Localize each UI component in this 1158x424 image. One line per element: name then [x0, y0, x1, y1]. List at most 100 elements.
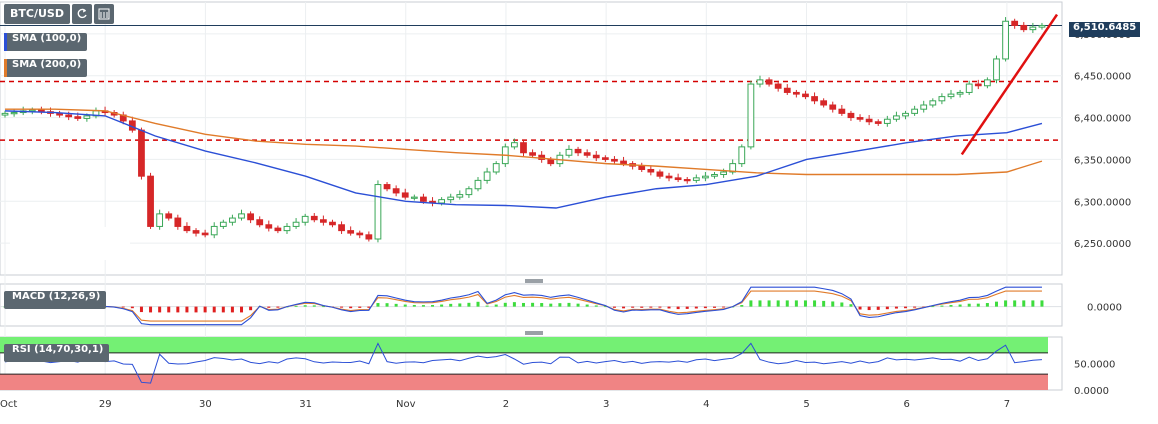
time-tick-label: 30: [199, 399, 212, 410]
calendar-grid-icon[interactable]: [93, 4, 114, 24]
macd-histogram-bar: [121, 306, 125, 308]
time-tick-label: Nov: [396, 399, 416, 410]
price-tick-label: 6,250.0000: [1074, 239, 1131, 250]
candle-body: [1002, 20, 1009, 60]
macd-histogram-bar: [440, 304, 444, 307]
macd-histogram-bar: [531, 302, 535, 307]
macd-histogram-bar: [931, 306, 935, 308]
candle-body: [838, 108, 846, 114]
candle-body: [738, 146, 746, 165]
macd-histogram-bar: [412, 305, 416, 307]
macd-histogram-bar: [967, 303, 971, 307]
candle-body: [829, 104, 837, 110]
sma100-legend[interactable]: SMA (100,0): [4, 33, 88, 51]
candle-body: [893, 115, 900, 120]
macd-histogram-bar: [485, 305, 489, 307]
candle-body: [474, 179, 482, 190]
price-tick-label: 6,450.0000: [1074, 72, 1131, 83]
macd-legend[interactable]: MACD (12,26,9): [4, 291, 107, 309]
macd-histogram-bar: [567, 302, 571, 307]
macd-histogram-bar: [149, 306, 153, 313]
candle-body: [174, 217, 182, 227]
macd-tick-label: 0.0000: [1087, 303, 1122, 314]
price-panel-frame: [0, 1, 1063, 276]
candle-body: [747, 83, 755, 148]
macd-panel-frame: [0, 283, 1063, 327]
macd-signal-line: [4, 290, 1042, 322]
candle-body: [210, 225, 218, 236]
candle-body: [1011, 20, 1019, 26]
macd-histogram-bar: [1040, 300, 1044, 307]
macd-histogram-bar: [194, 306, 198, 313]
macd-histogram-bar: [785, 300, 789, 307]
candle-body: [256, 219, 264, 226]
macd-histogram-bar: [512, 302, 516, 307]
candle-body: [219, 221, 227, 227]
candle-body: [811, 96, 818, 102]
sma100-line: [4, 110, 1043, 209]
candle-body: [711, 174, 718, 177]
candle-body: [447, 196, 455, 201]
macd-histogram-bar: [940, 305, 944, 307]
macd-histogram-bar: [1022, 300, 1026, 307]
candle-body: [465, 188, 473, 196]
macd-histogram-bar: [467, 302, 471, 307]
candle-body: [1029, 26, 1037, 31]
time-tick-label: Oct: [0, 399, 17, 410]
macd-histogram-bar: [813, 300, 817, 307]
candle-body: [365, 234, 373, 240]
macd-histogram-bar: [994, 301, 998, 307]
candle-body: [574, 148, 582, 154]
candle-body: [138, 129, 145, 177]
candle-body: [947, 93, 955, 98]
candle-body: [765, 79, 773, 85]
candle-body: [865, 118, 873, 123]
candle-body: [347, 230, 355, 234]
macd-histogram-bar: [312, 305, 316, 307]
macd-histogram-bar: [958, 304, 962, 307]
rsi-resize-handle[interactable]: [525, 331, 543, 335]
macd-histogram-bar: [167, 306, 171, 313]
candle-body: [520, 142, 527, 154]
symbol-button[interactable]: BTC/USD: [4, 4, 70, 24]
macd-histogram-bar: [394, 303, 398, 307]
macd-histogram-bar: [758, 300, 762, 307]
time-tick-label: 29: [99, 399, 112, 410]
candle-body: [420, 196, 427, 202]
time-tick-label: 5: [803, 399, 809, 410]
macd-histogram-bar: [249, 306, 253, 311]
axes: 6,500.00006,450.00006,400.00006,350.0000…: [0, 30, 1131, 410]
candle-body: [692, 177, 700, 181]
macd-histogram-bar: [540, 303, 544, 307]
macd-histogram-bar: [676, 306, 680, 310]
macd-histogram-bar: [176, 306, 180, 313]
time-tick-label: 3: [603, 399, 609, 410]
refresh-icon[interactable]: [71, 4, 92, 24]
macd-histogram-bar: [458, 303, 462, 307]
macd-histogram-bar: [1013, 300, 1017, 307]
time-tick-label: 6: [904, 399, 910, 410]
macd-histogram-bar: [685, 306, 689, 309]
candle-body: [374, 184, 382, 240]
macd-histogram-bar: [130, 306, 134, 309]
candle-body: [529, 152, 536, 156]
macd-histogram-bar: [594, 305, 598, 307]
candle-body: [720, 171, 727, 176]
time-tick-label: 2: [503, 399, 509, 410]
macd-histogram-bar: [876, 306, 880, 310]
macd-histogram-bar: [376, 303, 380, 307]
candle-body: [974, 83, 982, 87]
candle-body: [1038, 24, 1046, 28]
candle-body: [74, 116, 82, 119]
sma200-legend[interactable]: SMA (200,0): [4, 59, 88, 77]
macd-resize-handle[interactable]: [525, 279, 543, 283]
candle-body: [310, 215, 318, 221]
macd-histogram-bar: [904, 306, 908, 309]
rsi-panel: [0, 337, 1048, 390]
macd-histogram-bar: [640, 306, 644, 308]
macd-histogram-bar: [494, 304, 498, 307]
candle-body: [938, 96, 946, 102]
candle-body: [583, 152, 591, 156]
rsi-legend[interactable]: RSI (14,70,30,1): [4, 344, 110, 362]
